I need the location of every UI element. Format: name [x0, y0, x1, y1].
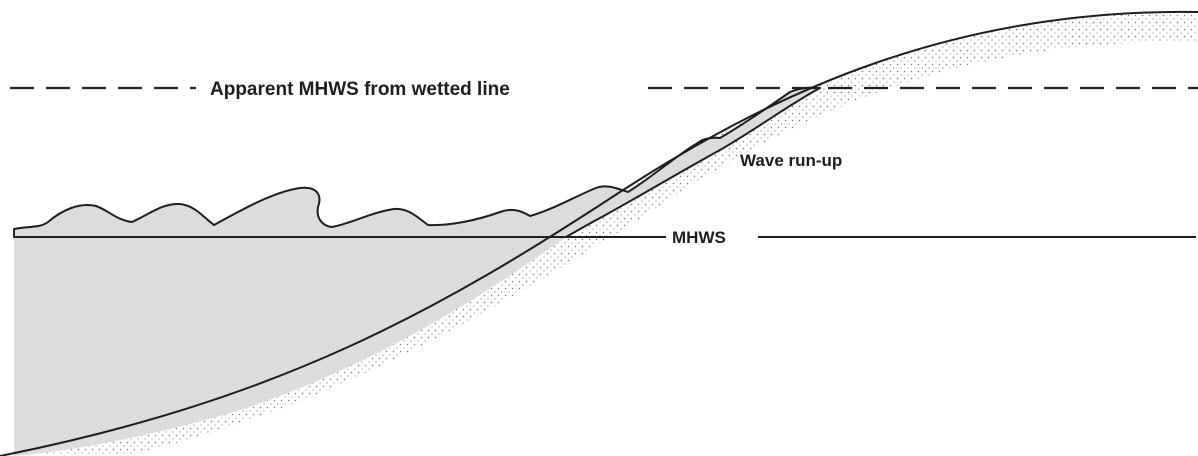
shore-profile-line	[0, 10, 1198, 456]
mhws-label: MHWS	[672, 228, 726, 247]
apparent-mhws-label: Apparent MHWS from wetted line	[210, 79, 510, 100]
water-body	[14, 237, 566, 456]
wave-run-up-label: Wave run-up	[740, 151, 842, 170]
beach-sand-stipple	[0, 11, 1198, 456]
wave-crests	[13, 86, 821, 238]
